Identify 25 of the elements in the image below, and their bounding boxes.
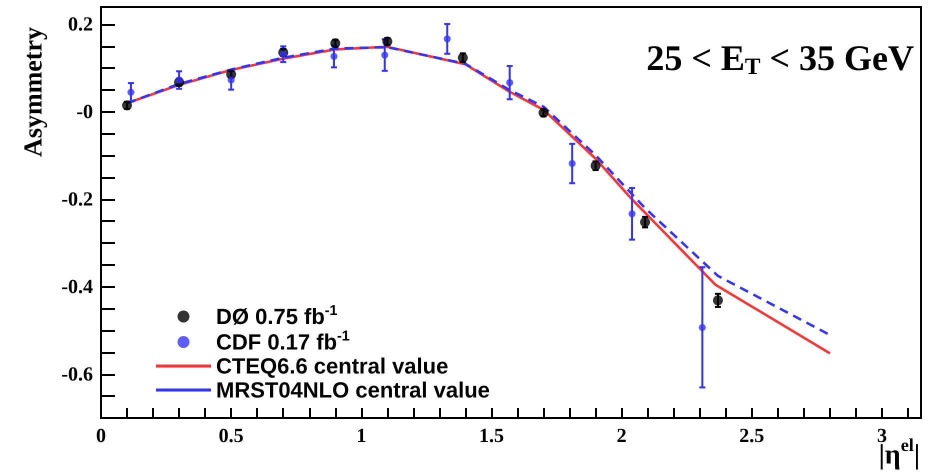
point [568, 160, 576, 168]
point [127, 88, 134, 96]
point [381, 52, 388, 59]
point [628, 210, 636, 218]
x-tick-label: 0.5 [218, 425, 244, 447]
legend-label: MRST04NLO central value [216, 378, 490, 402]
y-tick-label: -0.6 [61, 363, 93, 386]
point [712, 295, 723, 306]
point [506, 79, 514, 86]
point [280, 50, 287, 58]
y-tick-label: -0.2 [61, 188, 93, 210]
x-tick-label: 0 [96, 425, 106, 447]
y-tick-label: -0 [76, 100, 93, 123]
y-tick-label: 0.2 [68, 13, 93, 36]
y-axis-title: Asymmetry [18, 27, 48, 157]
point [444, 35, 451, 42]
x-tick-label: 2 [616, 425, 627, 447]
point [176, 76, 183, 84]
y-tick-label: -0.4 [61, 276, 93, 298]
x-tick-label: 1.5 [478, 425, 504, 447]
x-tick-label: 1 [356, 425, 366, 447]
legend-label: CTEQ6.6 central value [216, 354, 448, 378]
point [330, 52, 338, 60]
point [698, 324, 706, 331]
x-tick-label: 2.5 [739, 425, 764, 447]
